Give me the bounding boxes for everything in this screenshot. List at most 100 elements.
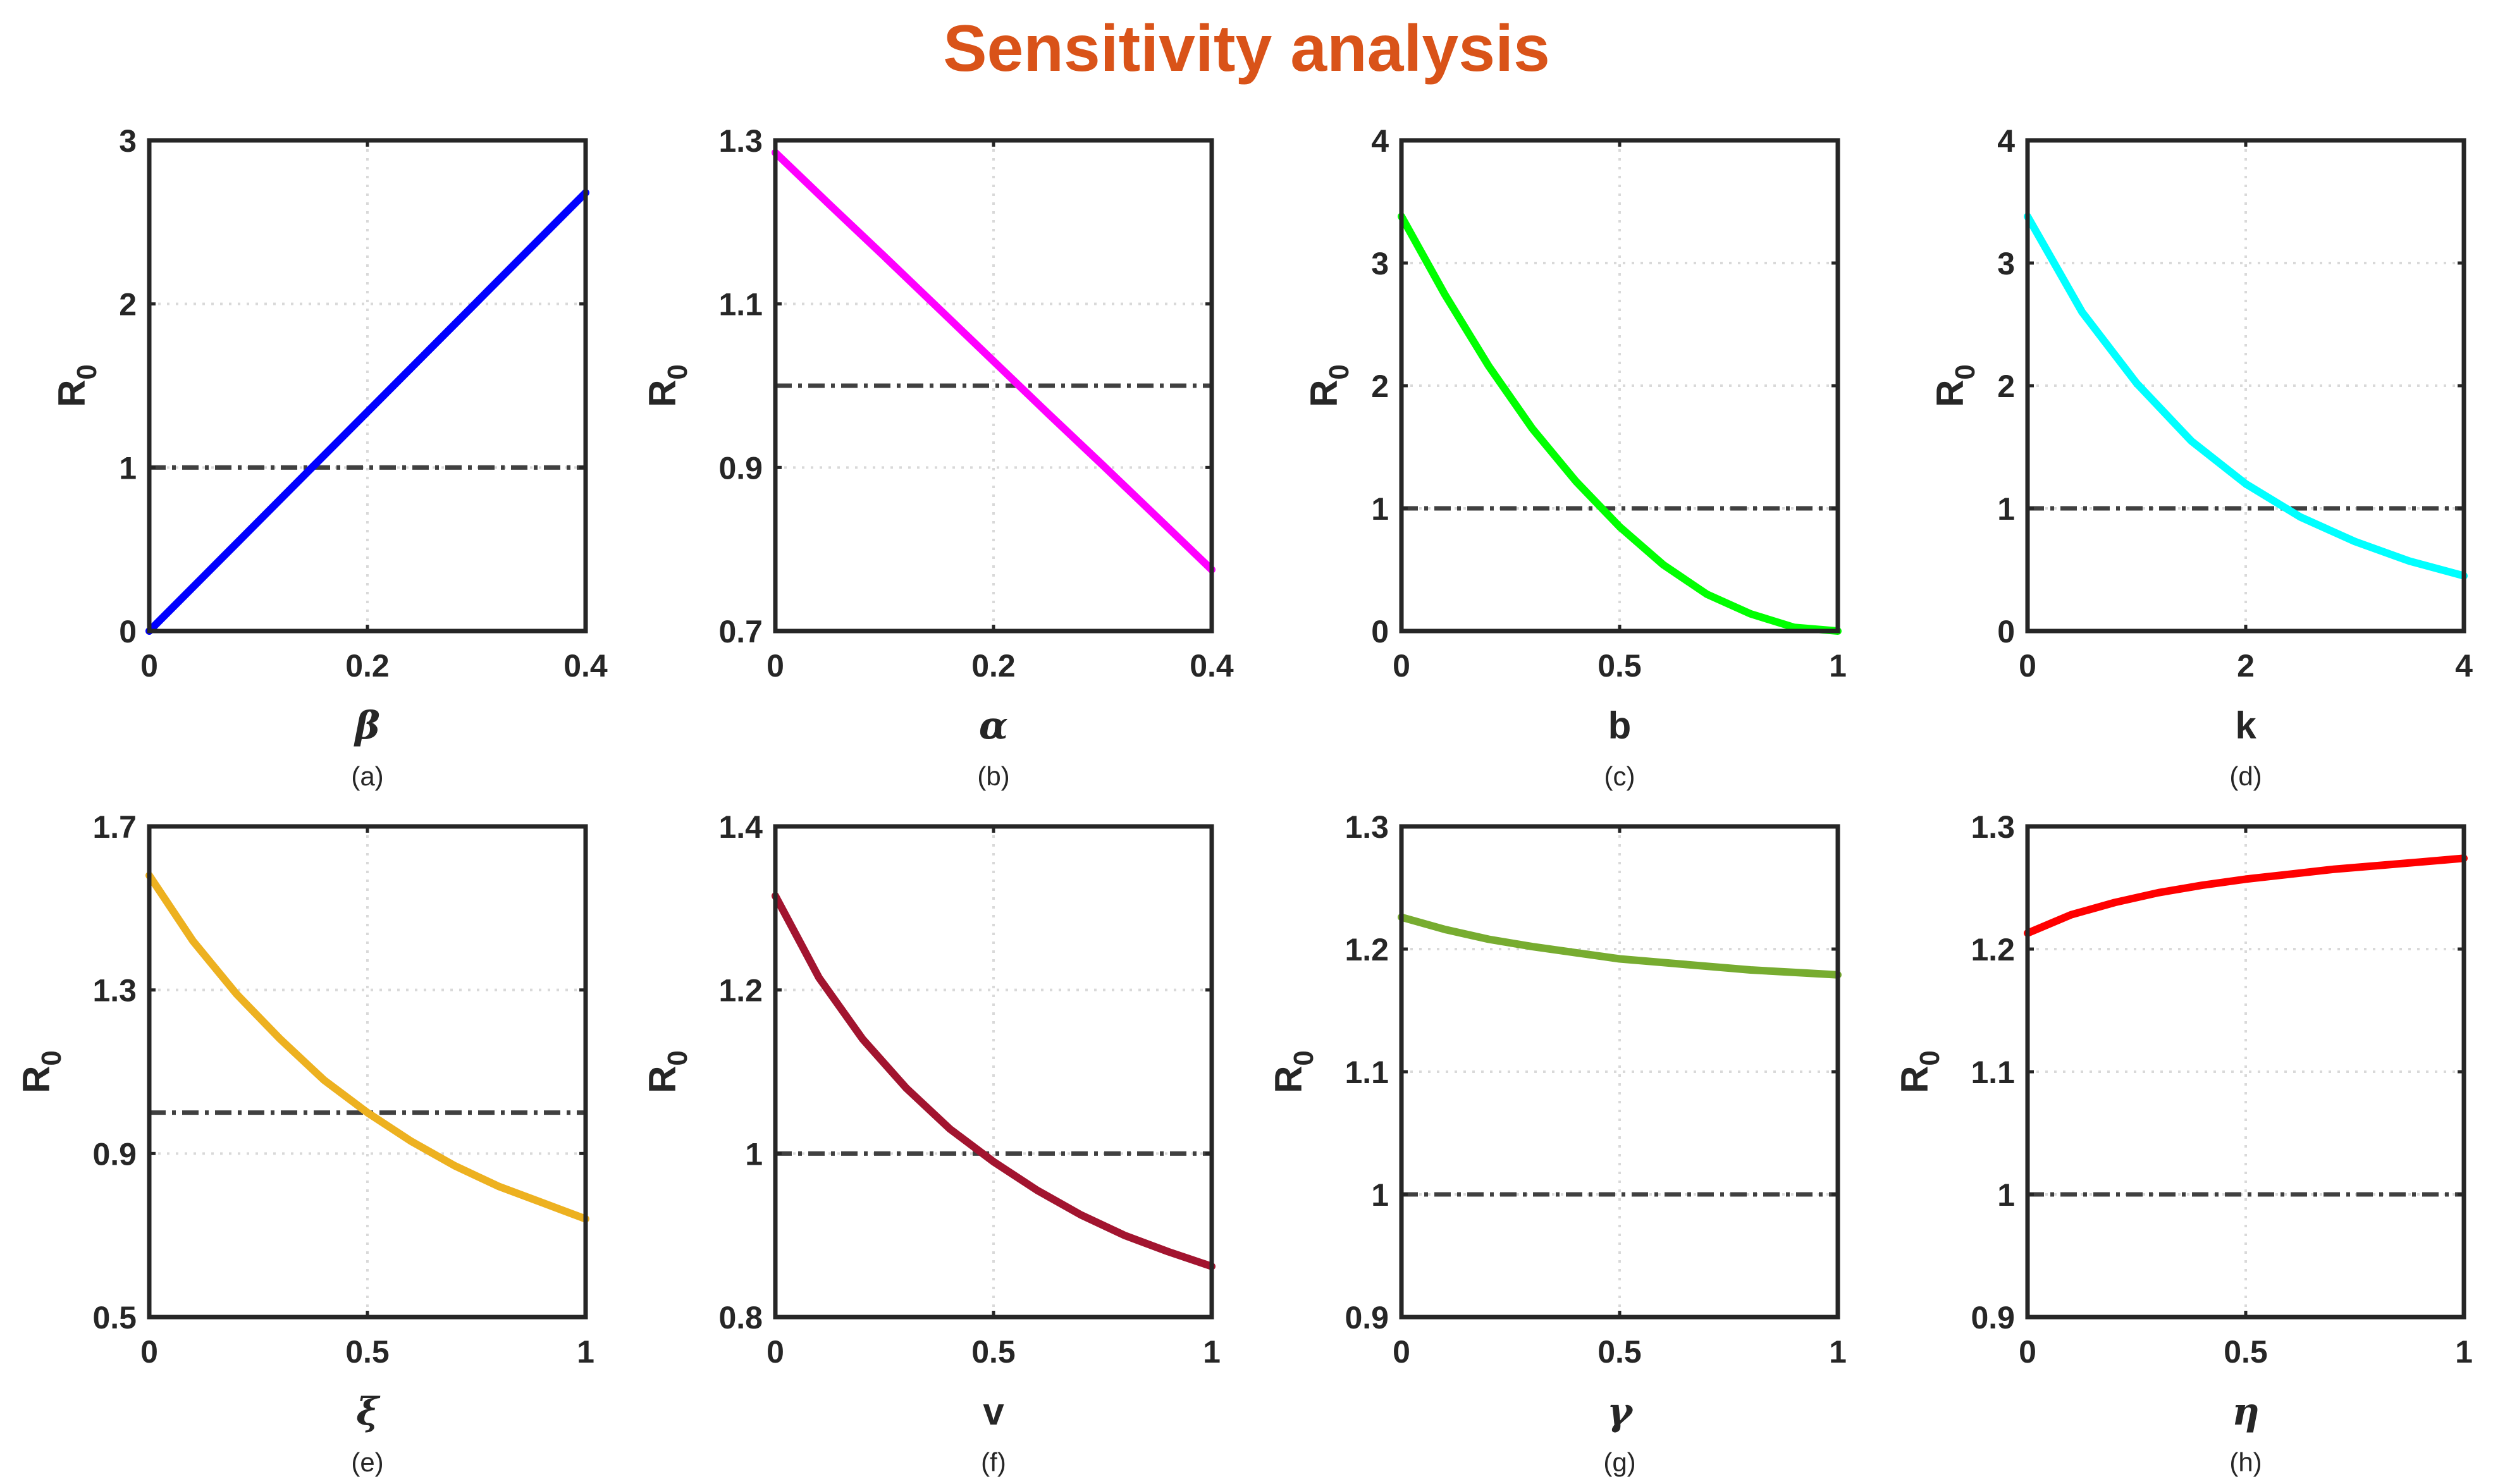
y-tick-label: 1.1 bbox=[718, 287, 763, 322]
y-axis-label: R0 bbox=[51, 364, 102, 407]
chart-panel-2: 0 0.2 0.4 0.7 0.9 1.1 1.3 α R0 (b) bbox=[641, 123, 1234, 791]
y-axis-label-subscript: 0 bbox=[1950, 364, 1981, 379]
x-tick-label: 0 bbox=[140, 648, 158, 684]
y-tick-label: 2 bbox=[1371, 369, 1389, 404]
y-tick-label: 4 bbox=[1371, 123, 1389, 159]
data-series-line bbox=[145, 871, 589, 1223]
y-tick-label: 1 bbox=[1371, 491, 1389, 527]
x-tick-label: 0.5 bbox=[2224, 1334, 2268, 1370]
y-tick-label: 0.7 bbox=[718, 614, 763, 649]
y-tick-label: 2 bbox=[119, 287, 137, 322]
x-axis-label: β bbox=[354, 704, 380, 748]
x-tick-label: 0.5 bbox=[1597, 1334, 1642, 1370]
data-series-line bbox=[145, 188, 589, 635]
y-tick-label: 1.4 bbox=[718, 809, 763, 845]
y-tick-label: 1.1 bbox=[1345, 1055, 1389, 1090]
data-series-line bbox=[1398, 212, 1842, 635]
y-tick-label: 4 bbox=[1997, 123, 2015, 159]
y-tick-label: 1 bbox=[1371, 1177, 1389, 1213]
panel-caption: (h) bbox=[2229, 1447, 2262, 1477]
x-tick-label: 0 bbox=[2019, 1334, 2036, 1370]
x-tick-label: 0.4 bbox=[563, 648, 608, 684]
x-tick-label: 0.5 bbox=[345, 1334, 390, 1370]
chart-panel-6: 0 0.5 1 0.8 1 1.2 1.4 v R0 (f) bbox=[641, 809, 1221, 1477]
x-axis-label: v bbox=[983, 1390, 1004, 1433]
y-axis-label: R0 bbox=[15, 1050, 67, 1093]
y-tick-label: 1 bbox=[1997, 1177, 2015, 1213]
y-axis-label-subscript: 0 bbox=[36, 1050, 67, 1065]
y-tick-label: 3 bbox=[1371, 246, 1389, 281]
x-tick-label: 0 bbox=[2019, 648, 2036, 684]
x-tick-label: 0 bbox=[1393, 1334, 1410, 1370]
y-tick-label: 1 bbox=[1997, 491, 2015, 527]
panel-caption: (f) bbox=[981, 1447, 1006, 1477]
chart-panel-1: 0 0.2 0.4 0 1 2 3 β R0 (a) bbox=[51, 123, 608, 791]
y-tick-label: 0.9 bbox=[1971, 1300, 2015, 1335]
x-axis-label: k bbox=[2235, 704, 2256, 747]
y-tick-label: 0.9 bbox=[92, 1136, 137, 1172]
x-tick-label: 4 bbox=[2455, 648, 2473, 684]
y-tick-label: 0 bbox=[1997, 614, 2015, 649]
y-tick-label: 1.2 bbox=[1345, 932, 1389, 967]
y-axis-label-subscript: 0 bbox=[71, 364, 102, 379]
data-series-line bbox=[2024, 212, 2468, 580]
x-tick-label: 1 bbox=[1829, 1334, 1847, 1370]
y-tick-label: 1.3 bbox=[1345, 809, 1389, 845]
x-tick-label: 0 bbox=[766, 648, 784, 684]
y-tick-label: 0.5 bbox=[92, 1300, 137, 1335]
y-tick-label: 0.8 bbox=[718, 1300, 763, 1335]
y-tick-label: 0.9 bbox=[1345, 1300, 1389, 1335]
x-axis-label: α bbox=[979, 704, 1008, 748]
chart-panel-7: 0 0.5 1 0.9 1 1.1 1.2 1.3 γ R0 (g) bbox=[1267, 809, 1847, 1477]
y-tick-label: 2 bbox=[1997, 369, 2015, 404]
y-tick-label: 1.7 bbox=[92, 809, 137, 845]
x-tick-label: 1 bbox=[577, 1334, 594, 1370]
x-tick-label: 0.5 bbox=[1597, 648, 1642, 684]
y-axis-label-subscript: 0 bbox=[1914, 1050, 1945, 1065]
y-axis-label: R0 bbox=[1893, 1050, 1945, 1093]
y-tick-label: 3 bbox=[119, 123, 137, 159]
chart-panel-8: 0 0.5 1 0.9 1 1.1 1.2 1.3 η R0 (h) bbox=[1893, 809, 2473, 1477]
x-tick-label: 0.5 bbox=[971, 1334, 1016, 1370]
x-tick-label: 0 bbox=[1393, 648, 1410, 684]
panel-caption: (g) bbox=[1603, 1447, 1635, 1477]
y-tick-label: 0 bbox=[119, 614, 137, 649]
data-series-line bbox=[772, 892, 1216, 1270]
y-axis-label: R0 bbox=[1303, 364, 1355, 407]
panel-caption: (c) bbox=[1604, 761, 1635, 791]
x-axis-label: ξ bbox=[356, 1390, 381, 1434]
y-axis-label-subscript: 0 bbox=[1324, 364, 1355, 379]
x-tick-label: 0.4 bbox=[1190, 648, 1234, 684]
panel-caption: (e) bbox=[351, 1447, 383, 1477]
y-tick-label: 1.3 bbox=[718, 123, 763, 159]
y-tick-label: 1.2 bbox=[718, 973, 763, 1009]
page-title: Sensitivity analysis bbox=[943, 12, 1550, 85]
x-tick-label: 2 bbox=[2237, 648, 2255, 684]
y-tick-label: 1.3 bbox=[92, 973, 137, 1009]
chart-panel-4: 0 2 4 0 1 2 3 4 k R0 (d) bbox=[1929, 123, 2473, 791]
y-axis-label: R0 bbox=[641, 364, 693, 407]
panel-caption: (b) bbox=[977, 761, 1009, 791]
data-series-line bbox=[1398, 913, 1842, 979]
y-tick-label: 1 bbox=[745, 1136, 763, 1172]
y-tick-label: 1.1 bbox=[1971, 1055, 2015, 1090]
y-tick-label: 1.2 bbox=[1971, 932, 2015, 967]
x-axis-label: η bbox=[2232, 1390, 2260, 1434]
y-axis-label-subscript: 0 bbox=[662, 364, 693, 379]
y-axis-label: R0 bbox=[1267, 1050, 1319, 1093]
x-tick-label: 0 bbox=[140, 1334, 158, 1370]
x-tick-label: 1 bbox=[1203, 1334, 1221, 1370]
y-tick-label: 1 bbox=[119, 450, 137, 486]
y-tick-label: 0 bbox=[1371, 614, 1389, 649]
panel-caption: (d) bbox=[2229, 761, 2262, 791]
x-axis-label: γ bbox=[1607, 1390, 1634, 1434]
y-axis-label-subscript: 0 bbox=[1288, 1050, 1319, 1065]
y-axis-label: R0 bbox=[1929, 364, 1981, 407]
data-series-line bbox=[772, 149, 1216, 573]
y-axis-label: R0 bbox=[641, 1050, 693, 1093]
x-tick-label: 0 bbox=[766, 1334, 784, 1370]
panel-caption: (a) bbox=[351, 761, 383, 791]
y-tick-label: 3 bbox=[1997, 246, 2015, 281]
